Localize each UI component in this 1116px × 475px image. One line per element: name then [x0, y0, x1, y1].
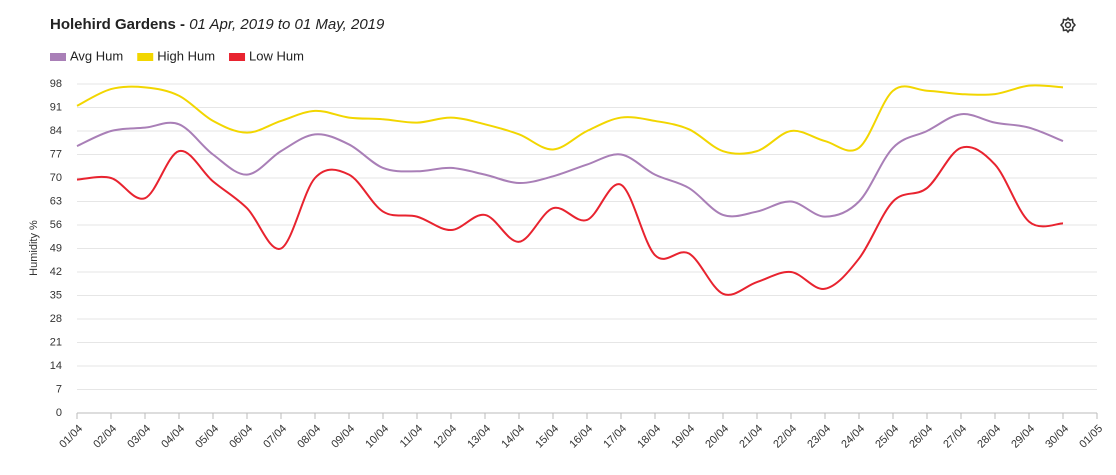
title: Holehird Gardens -	[50, 16, 185, 33]
x-tick-label: 26/04	[907, 423, 935, 451]
x-tick-label: 01/05	[1077, 423, 1105, 451]
legend-swatch	[229, 53, 246, 61]
x-tick-label: 20/04	[703, 423, 731, 451]
y-tick-label: 98	[50, 78, 62, 90]
y-tick-label: 49	[50, 242, 62, 254]
x-tick-label: 10/04	[363, 423, 391, 451]
x-tick-label: 16/04	[567, 423, 595, 451]
y-tick-label: 35	[50, 289, 62, 301]
x-tick-label: 28/04	[975, 423, 1003, 451]
subtitle: 01 Apr, 2019 to 01 May, 2019	[189, 16, 385, 33]
x-tick-label: 09/04	[329, 423, 357, 451]
x-tick-label: 11/04	[398, 423, 425, 450]
x-tick-label: 22/04	[771, 423, 799, 451]
y-tick-label: 77	[50, 148, 62, 160]
y-tick-label: 0	[56, 407, 62, 419]
y-tick-label: 28	[50, 313, 62, 325]
y-tick-label: 14	[50, 360, 62, 372]
x-tick-label: 12/04	[431, 423, 459, 451]
y-tick-label: 84	[50, 125, 62, 137]
line-series	[76, 84, 1064, 155]
y-axis-label: Humidity %	[28, 220, 40, 276]
legend-label: Low Hum	[249, 48, 304, 63]
x-tick-label: 08/04	[295, 423, 323, 451]
x-tick-label: 06/04	[227, 423, 255, 451]
y-tick-label: 7	[56, 383, 62, 395]
x-tick-label: 24/04	[839, 423, 867, 451]
y-tick-label: 91	[50, 101, 62, 113]
y-tick-label: 42	[50, 266, 62, 278]
x-tick-label: 04/04	[159, 423, 187, 451]
x-tick-label: 19/04	[669, 423, 697, 451]
x-tick-label: 25/04	[873, 423, 901, 451]
y-tick-label: 21	[50, 336, 62, 348]
x-tick-label: 27/04	[941, 423, 969, 451]
x-tick-label: 15/04	[533, 423, 561, 451]
x-tick-label: 13/04	[465, 423, 493, 451]
x-tick-label: 30/04	[1043, 423, 1071, 451]
chart-title: Holehird Gardens - 01 Apr, 2019 to 01 Ma…	[50, 16, 385, 33]
legend-swatch	[50, 53, 66, 61]
x-tick-label: 07/04	[261, 423, 289, 451]
x-tick-label: 01/04	[57, 423, 85, 451]
x-tick-label: 03/04	[125, 423, 153, 451]
y-tick-label: 56	[50, 219, 62, 231]
x-tick-label: 29/04	[1009, 423, 1037, 451]
x-tick-label: 14/04	[499, 423, 527, 451]
settings-icon[interactable]	[1060, 16, 1076, 34]
x-tick-label: 05/04	[193, 423, 221, 451]
legend-label: Avg Hum	[70, 48, 123, 63]
x-tick-label: 02/04	[91, 423, 119, 451]
line-series	[76, 113, 1064, 218]
legend-swatch	[137, 53, 154, 61]
x-tick-label: 18/04	[635, 423, 663, 451]
line-series	[76, 145, 1064, 296]
y-tick-label: 63	[50, 195, 62, 207]
x-tick-label: 17/04	[601, 423, 629, 451]
y-tick-label: 70	[50, 172, 62, 184]
x-tick-label: 23/04	[805, 423, 833, 451]
x-tick-label: 21/04	[737, 423, 765, 451]
legend-label: High Hum	[157, 48, 215, 63]
